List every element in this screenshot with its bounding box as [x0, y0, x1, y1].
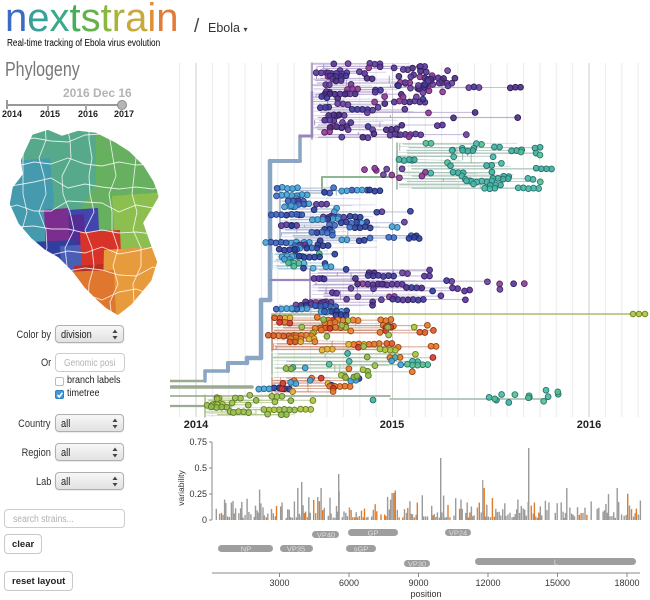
svg-text:sGP: sGP [354, 545, 369, 554]
svg-text:15000: 15000 [545, 578, 570, 588]
svg-text:position: position [410, 589, 441, 599]
svg-text:12000: 12000 [475, 578, 500, 588]
svg-text:0.25: 0.25 [189, 489, 207, 499]
svg-text:NP: NP [241, 545, 251, 554]
svg-text:L: L [554, 558, 558, 567]
svg-text:6000: 6000 [339, 578, 359, 588]
svg-text:VP40: VP40 [317, 531, 335, 540]
svg-text:0.75: 0.75 [189, 437, 207, 447]
svg-text:2015: 2015 [380, 419, 404, 431]
svg-text:variability: variability [176, 470, 186, 506]
svg-text:2016: 2016 [577, 419, 601, 431]
svg-text:2014: 2014 [184, 419, 209, 431]
svg-text:9000: 9000 [408, 578, 428, 588]
svg-text:0.5: 0.5 [194, 463, 207, 473]
svg-text:VP24: VP24 [449, 529, 467, 538]
svg-text:0: 0 [202, 515, 207, 525]
svg-text:GP: GP [368, 529, 379, 538]
svg-text:18000: 18000 [614, 578, 639, 588]
svg-text:3000: 3000 [269, 578, 289, 588]
svg-text:VP30: VP30 [408, 560, 426, 569]
svg-text:VP35: VP35 [287, 545, 305, 554]
